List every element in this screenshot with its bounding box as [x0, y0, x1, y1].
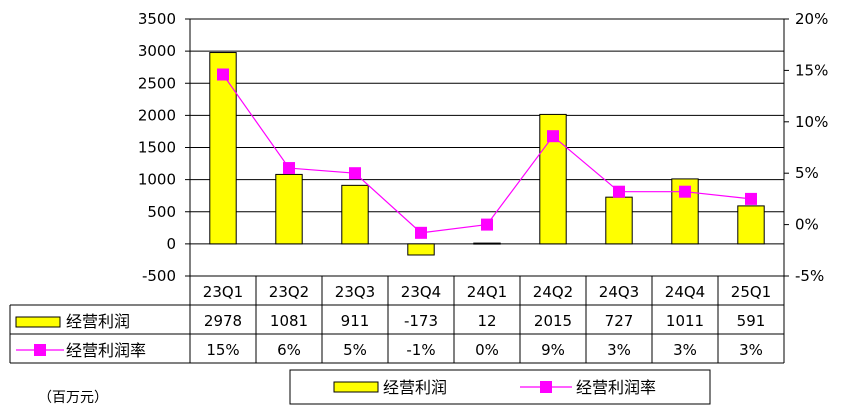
bar-value-cell: 2978 — [204, 312, 242, 330]
unit-label: （百万元） — [38, 390, 108, 406]
category-label: 24Q3 — [599, 283, 639, 301]
y-tick-label-left: 2000 — [138, 106, 176, 124]
y-tick-label-right: 15% — [795, 61, 828, 79]
axes: -500 0 500 1000 1500 2000 2500 3000 3500 -5% 0% 5% 1… — [138, 10, 829, 285]
marker-25Q1 — [745, 192, 757, 205]
bar-value-cell: 1011 — [666, 312, 704, 330]
y-tick-label-right: 20% — [795, 10, 828, 28]
row-key-line-marker — [34, 344, 46, 356]
marker-24Q3 — [613, 185, 625, 198]
category-label: 24Q1 — [467, 283, 507, 301]
marker-23Q2 — [283, 162, 295, 175]
y-tick-label-right: -5% — [795, 267, 824, 285]
bar-value-cell: 911 — [341, 312, 370, 330]
category-label: 23Q3 — [335, 283, 375, 301]
y-tick-label-left: 3500 — [138, 10, 176, 28]
bar-24Q1 — [473, 242, 501, 245]
legend-bar-label: 经营利润 — [383, 378, 447, 397]
y-tick-label-right: 5% — [795, 164, 819, 182]
row-label-bar: 经营利润 — [66, 312, 130, 331]
line-value-cell: 3% — [607, 341, 631, 359]
bar-23Q2 — [275, 173, 303, 245]
bar-value-cell: 591 — [737, 312, 766, 330]
bar-value-cell: -173 — [404, 312, 438, 330]
category-label: 23Q1 — [203, 283, 243, 301]
y-tick-label-right: 0% — [795, 216, 819, 234]
legend-line-marker — [540, 381, 552, 393]
line-value-cell: 0% — [475, 341, 499, 359]
legend-bar-swatch — [333, 381, 379, 393]
marker-23Q4 — [415, 226, 427, 239]
line-value-cell: -1% — [406, 341, 435, 359]
row-key-bar-swatch — [15, 316, 61, 328]
bar-value-cell: 727 — [605, 312, 634, 330]
y-tick-label-left: 500 — [147, 203, 176, 221]
bar-23Q3 — [341, 184, 369, 245]
marker-23Q3 — [349, 167, 361, 180]
bar-23Q4 — [407, 243, 435, 256]
legend: 经营利润 经营利润率 — [289, 369, 711, 405]
bar-23Q1 — [209, 52, 237, 245]
y-tick-label-left: 0 — [166, 235, 176, 253]
y-tick-label-right: 10% — [795, 113, 828, 131]
row-label-line: 经营利润率 — [66, 341, 146, 360]
category-label: 24Q2 — [533, 283, 573, 301]
marker-23Q1 — [217, 68, 229, 81]
y-tick-label-left: 1500 — [138, 139, 176, 157]
bar-value-cell: 1081 — [270, 312, 308, 330]
y-tick-label-left: 2500 — [138, 74, 176, 92]
line-value-cell: 3% — [673, 341, 697, 359]
line-series — [217, 68, 757, 239]
bar-value-cell: 12 — [477, 312, 496, 330]
category-label: 24Q4 — [665, 283, 705, 301]
marker-24Q4 — [679, 185, 691, 198]
data-table: 23Q1 2978 15% 23Q2 1081 6% 23Q3 911 5% 23Q4 -173 -1… — [9, 276, 785, 364]
y-tick-label-left: 1000 — [138, 171, 176, 189]
y-tick-label-left: -500 — [142, 267, 176, 285]
line-value-cell: 15% — [206, 341, 239, 359]
line-value-cell: 5% — [343, 341, 367, 359]
category-label: 23Q2 — [269, 283, 309, 301]
category-label: 23Q4 — [401, 283, 441, 301]
marker-24Q1 — [481, 218, 493, 231]
bar-value-cell: 2015 — [534, 312, 572, 330]
category-label: 25Q1 — [731, 283, 771, 301]
line-value-cell: 3% — [739, 341, 763, 359]
bar-24Q3 — [605, 196, 633, 245]
y-tick-label-left: 3000 — [138, 42, 176, 60]
bar-25Q1 — [737, 205, 765, 245]
marker-24Q2 — [547, 130, 559, 143]
line-value-cell: 6% — [277, 341, 301, 359]
line-value-cell: 9% — [541, 341, 565, 359]
legend-line-label: 经营利润率 — [576, 378, 656, 397]
bar-series — [209, 52, 765, 256]
